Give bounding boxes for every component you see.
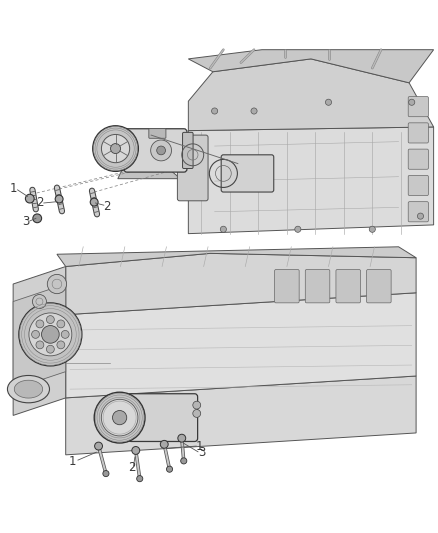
Text: 3: 3 <box>198 446 205 459</box>
Circle shape <box>95 442 102 450</box>
Circle shape <box>93 126 138 171</box>
FancyBboxPatch shape <box>408 123 428 143</box>
Circle shape <box>42 326 59 343</box>
Circle shape <box>46 345 54 353</box>
Text: 1: 1 <box>68 455 76 468</box>
Polygon shape <box>66 253 416 314</box>
Polygon shape <box>66 376 416 455</box>
Circle shape <box>417 213 424 219</box>
Circle shape <box>57 341 65 349</box>
FancyBboxPatch shape <box>124 129 187 172</box>
Circle shape <box>178 434 186 442</box>
Text: 1: 1 <box>9 182 17 195</box>
Polygon shape <box>13 266 66 415</box>
FancyBboxPatch shape <box>305 270 330 303</box>
FancyBboxPatch shape <box>149 128 166 138</box>
Circle shape <box>32 330 39 338</box>
Circle shape <box>181 458 187 464</box>
FancyBboxPatch shape <box>275 270 299 303</box>
FancyBboxPatch shape <box>408 201 428 222</box>
Circle shape <box>137 475 143 482</box>
FancyBboxPatch shape <box>408 96 428 117</box>
Circle shape <box>61 330 69 338</box>
Circle shape <box>32 295 46 309</box>
Circle shape <box>166 466 173 472</box>
Polygon shape <box>13 284 66 389</box>
FancyBboxPatch shape <box>183 132 193 168</box>
Circle shape <box>46 316 54 324</box>
Circle shape <box>101 399 138 436</box>
Circle shape <box>29 313 72 356</box>
Polygon shape <box>66 293 416 398</box>
Circle shape <box>369 226 375 232</box>
Circle shape <box>36 320 44 328</box>
Circle shape <box>57 320 65 328</box>
Polygon shape <box>118 169 180 179</box>
Polygon shape <box>188 59 434 131</box>
FancyBboxPatch shape <box>408 175 428 196</box>
Circle shape <box>157 146 166 155</box>
Polygon shape <box>125 394 169 402</box>
Circle shape <box>295 226 301 232</box>
FancyBboxPatch shape <box>128 394 198 441</box>
FancyBboxPatch shape <box>408 149 428 169</box>
Text: 2: 2 <box>103 199 111 213</box>
Polygon shape <box>57 247 416 266</box>
Circle shape <box>110 143 120 154</box>
FancyBboxPatch shape <box>177 135 208 201</box>
Circle shape <box>409 99 415 106</box>
Circle shape <box>220 226 226 232</box>
Circle shape <box>113 410 127 425</box>
Circle shape <box>94 392 145 443</box>
Circle shape <box>25 194 34 203</box>
Polygon shape <box>188 50 434 83</box>
Ellipse shape <box>14 380 42 398</box>
Circle shape <box>55 195 63 203</box>
FancyBboxPatch shape <box>367 270 391 303</box>
Circle shape <box>103 471 109 477</box>
Text: 3: 3 <box>23 215 30 228</box>
Circle shape <box>19 303 82 366</box>
Circle shape <box>90 198 98 206</box>
Circle shape <box>151 140 172 161</box>
Circle shape <box>102 134 130 163</box>
Text: 1: 1 <box>195 440 203 453</box>
Circle shape <box>160 440 168 448</box>
Text: 2: 2 <box>127 461 135 474</box>
Circle shape <box>33 214 42 223</box>
Circle shape <box>193 401 201 409</box>
Polygon shape <box>188 127 434 233</box>
Circle shape <box>36 341 44 349</box>
Circle shape <box>325 99 332 106</box>
Circle shape <box>47 274 67 294</box>
Text: 2: 2 <box>35 197 43 209</box>
Circle shape <box>212 108 218 114</box>
FancyBboxPatch shape <box>221 155 274 192</box>
Ellipse shape <box>7 375 49 403</box>
Circle shape <box>193 409 201 417</box>
Circle shape <box>251 108 257 114</box>
Circle shape <box>132 447 140 455</box>
FancyBboxPatch shape <box>336 270 360 303</box>
